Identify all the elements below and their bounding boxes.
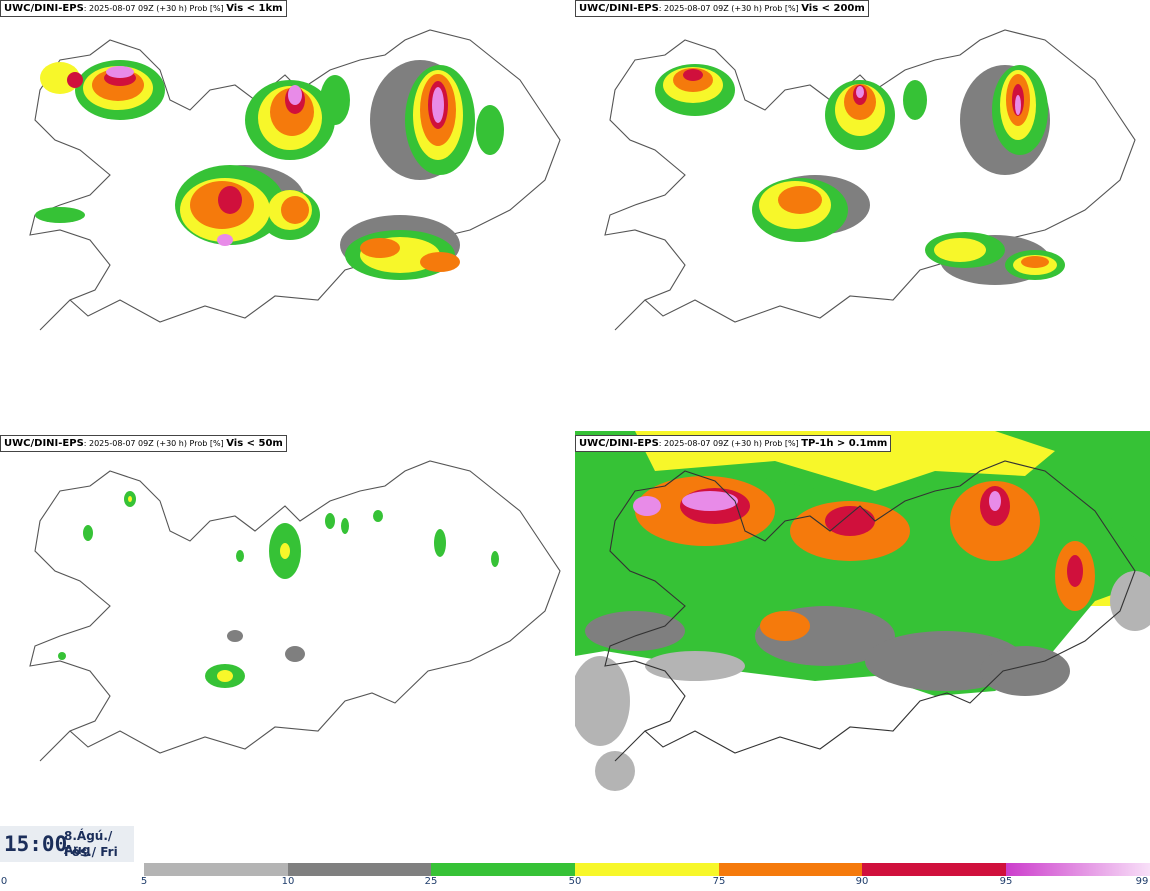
colorbar-tick: 5: [140, 876, 148, 887]
iceland-map: [604, 29, 1136, 331]
colorbar-tick: 0: [0, 876, 8, 887]
prob-field-magenta: [106, 66, 444, 246]
valid-date: 8.Ágú./ Aug: [64, 829, 113, 857]
colorbar-seg-75-90: [719, 863, 862, 876]
colorbar-seg-10-25: [288, 863, 431, 876]
colorbar-seg-5-10: [144, 863, 288, 876]
iceland-map: [29, 29, 561, 331]
colorbar-seg-50-75: [575, 863, 719, 876]
colorbar-tick: 10: [281, 876, 295, 887]
colorbar-tick: 50: [568, 876, 582, 887]
colorbar-tick: 75: [712, 876, 726, 887]
probability-colorbar: [144, 863, 1150, 876]
map-panel-vis-50m: UWC/DINI-EPS: 2025-08-07 09Z (+30 h) Pro…: [0, 431, 575, 862]
colorbar-seg-95-99: [1006, 863, 1150, 876]
colorbar-seg-90-95: [862, 863, 1006, 876]
panel-title: UWC/DINI-EPS: 2025-08-07 09Z (+30 h) Pro…: [575, 0, 869, 17]
colorbar-tick: 99: [1135, 876, 1149, 887]
colorbar-tick: 25: [424, 876, 438, 887]
valid-time: 15:00: [4, 832, 68, 856]
colorbar-tick: 90: [855, 876, 869, 887]
valid-time-box: 15:00 8.Ágú./ Aug Fös./ Fri: [0, 826, 134, 862]
map-panel-vis-200m: UWC/DINI-EPS: 2025-08-07 09Z (+30 h) Pro…: [575, 0, 1150, 431]
iceland-map: [575, 431, 1150, 826]
valid-day: Fös./ Fri: [64, 845, 118, 859]
colorbar-tick: 95: [999, 876, 1013, 887]
iceland-map: [29, 460, 561, 762]
map-panel-tp-1h: UWC/DINI-EPS: 2025-08-07 09Z (+30 h) Pro…: [575, 431, 1150, 862]
panel-title: UWC/DINI-EPS: 2025-08-07 09Z (+30 h) Pro…: [575, 435, 892, 452]
colorbar-seg-25-50: [431, 863, 575, 876]
panel-title: UWC/DINI-EPS: 2025-08-07 09Z (+30 h) Pro…: [0, 435, 287, 452]
panel-title: UWC/DINI-EPS: 2025-08-07 09Z (+30 h) Pro…: [0, 0, 287, 17]
map-panel-vis-1km: UWC/DINI-EPS: 2025-08-07 09Z (+30 h) Pro…: [0, 0, 575, 431]
